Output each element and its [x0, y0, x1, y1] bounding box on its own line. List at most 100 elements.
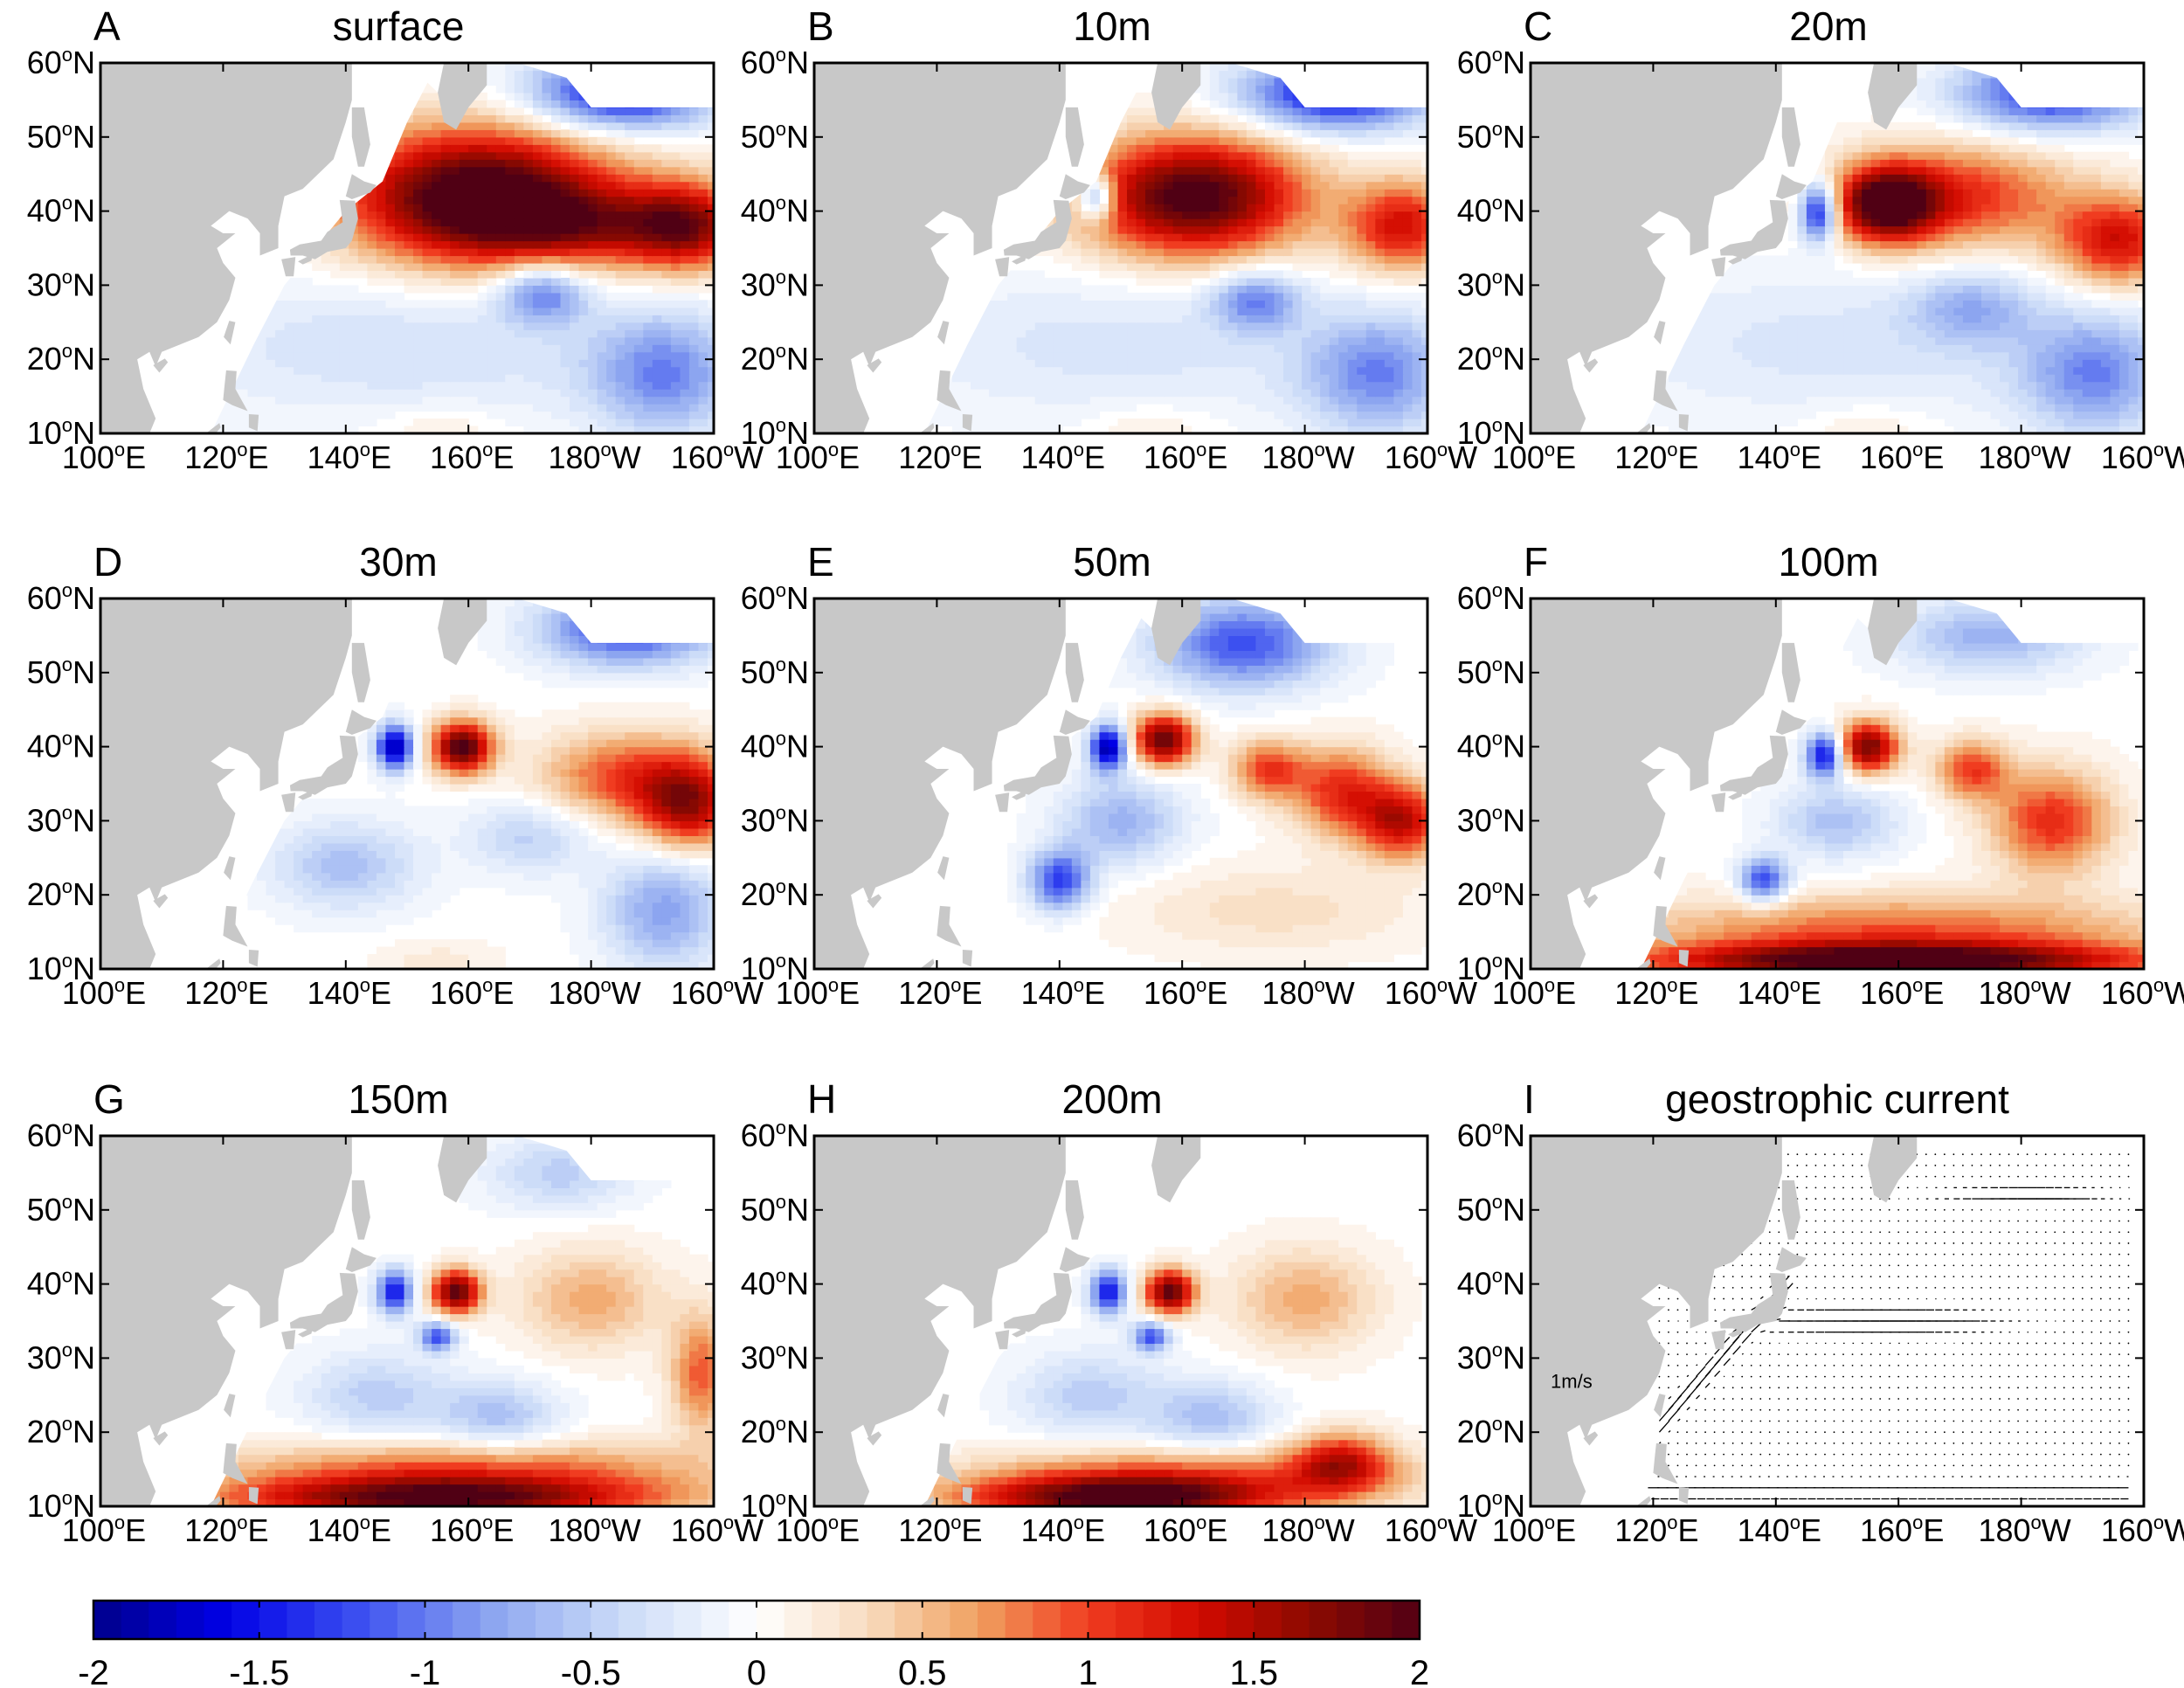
- field-cell: [1338, 396, 1349, 405]
- field-cell: [1255, 419, 1266, 427]
- field-cell: [1384, 366, 1394, 375]
- field-cell: [1310, 374, 1321, 383]
- field-cell: [951, 366, 963, 375]
- no-data-region: [688, 63, 714, 100]
- field-cell: [413, 329, 424, 338]
- field-cell: [468, 174, 479, 183]
- field-cell: [459, 366, 469, 375]
- field-cell: [357, 270, 368, 279]
- field-cell: [477, 270, 487, 279]
- field-cell: [1292, 218, 1303, 227]
- field-cell: [979, 381, 990, 390]
- field-cell: [404, 277, 414, 286]
- field-cell: [1044, 411, 1054, 419]
- field-cell: [432, 255, 442, 264]
- x-tick-label: 160oE: [430, 439, 514, 475]
- field-cell: [1329, 255, 1339, 264]
- field-cell: [1145, 322, 1156, 330]
- field-cell: [477, 322, 487, 330]
- field-cell: [560, 129, 570, 138]
- y-tick-label: 50oN: [27, 118, 95, 155]
- field-cell: [1246, 366, 1257, 375]
- field-cell: [1191, 381, 1201, 390]
- field-cell: [606, 240, 617, 249]
- field-cell: [1154, 336, 1165, 345]
- field-cell: [1320, 366, 1330, 375]
- field-cell: [1136, 262, 1146, 272]
- landmass: [205, 423, 221, 433]
- field-cell: [477, 225, 487, 234]
- field-cell: [495, 107, 506, 115]
- field-cell: [1145, 204, 1156, 212]
- field-cell: [1420, 233, 1427, 242]
- field-cell: [1062, 248, 1073, 257]
- field-cell: [1136, 218, 1146, 227]
- field-cell: [413, 211, 424, 219]
- field-cell: [266, 344, 276, 353]
- field-cell: [1136, 121, 1146, 130]
- field-cell: [284, 315, 294, 323]
- field-cell: [1402, 240, 1413, 249]
- field-cell: [1274, 285, 1284, 294]
- field-cell: [422, 322, 432, 330]
- field-cell: [680, 374, 690, 383]
- field-cell: [661, 389, 672, 398]
- field-cell: [1338, 225, 1349, 234]
- field-cell: [394, 344, 405, 353]
- field-cell: [1154, 396, 1165, 405]
- field-cell: [1393, 248, 1404, 257]
- field-cell: [1329, 166, 1339, 175]
- field-cell: [495, 151, 506, 160]
- field-cell: [1071, 359, 1082, 368]
- field-cell: [951, 396, 963, 405]
- field-cell: [615, 218, 625, 227]
- field-cell: [532, 396, 543, 405]
- field-cell: [670, 204, 681, 212]
- field-cell: [633, 151, 644, 160]
- field-cell: [1034, 419, 1045, 427]
- field-cell: [294, 315, 304, 323]
- field-cell: [1172, 211, 1183, 219]
- field-cell: [1062, 419, 1073, 427]
- field-cell: [1246, 204, 1257, 212]
- field-cell: [1237, 240, 1248, 249]
- field-cell: [367, 411, 377, 419]
- field-cell: [633, 307, 644, 315]
- field-cell: [477, 344, 487, 353]
- field-cell: [1007, 344, 1018, 353]
- field-cell: [998, 322, 1008, 330]
- field-cell: [413, 240, 424, 249]
- field-cell: [432, 218, 442, 227]
- field-cell: [1154, 425, 1165, 433]
- field-cell: [514, 359, 524, 368]
- field-cell: [1357, 404, 1367, 412]
- field-cell: [404, 196, 414, 204]
- field-cell: [1255, 159, 1266, 168]
- field-cell: [404, 159, 414, 168]
- field-cell: [1071, 218, 1082, 227]
- field-cell: [633, 315, 644, 323]
- field-cell: [1329, 322, 1339, 330]
- field-cell: [1034, 381, 1045, 390]
- field-cell: [1393, 225, 1404, 234]
- field-cell: [413, 307, 424, 315]
- field-cell: [688, 277, 700, 286]
- field-cell: [550, 233, 562, 242]
- field-cell: [597, 389, 607, 398]
- field-cell: [1384, 292, 1394, 301]
- field-cell: [266, 322, 276, 330]
- field-cell: [1302, 262, 1312, 272]
- field-cell: [1292, 300, 1303, 308]
- field-cell: [284, 411, 294, 419]
- field-cell: [1375, 129, 1386, 138]
- field-cell: [294, 285, 304, 294]
- field-cell: [376, 307, 387, 315]
- field-cell: [312, 359, 322, 368]
- field-cell: [450, 315, 460, 323]
- field-cell: [376, 329, 387, 338]
- field-cell: [1310, 344, 1321, 353]
- field-cell: [1365, 277, 1376, 286]
- field-cell: [1219, 204, 1229, 212]
- field-cell: [698, 121, 708, 130]
- field-cell: [1089, 204, 1101, 212]
